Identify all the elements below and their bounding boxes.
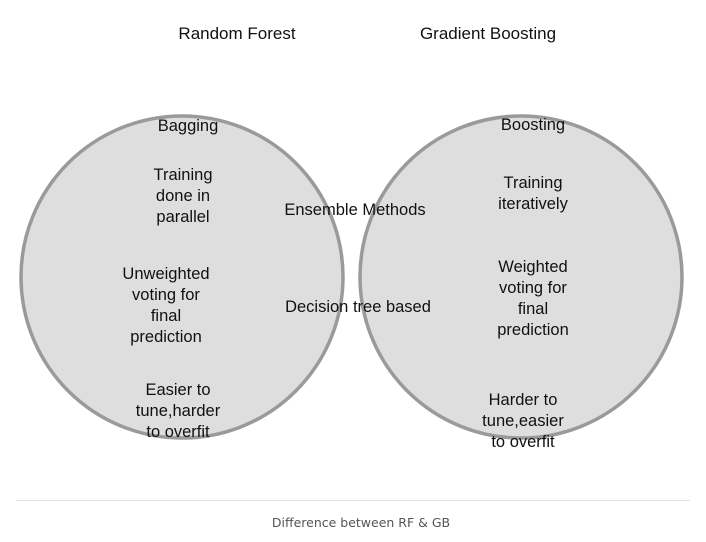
shared-item-ensemble: Ensemble Methods <box>284 201 426 219</box>
left-item-tuning: Easier to tune,harder to overfit <box>135 381 221 441</box>
shared-item-decision-tree: Decision tree based <box>285 298 431 316</box>
left-circle-random-forest <box>19 114 345 440</box>
right-circle-gradient-boosting <box>358 114 684 440</box>
left-item-parallel-training: Training done in parallel <box>153 166 213 226</box>
right-item-iterative-training: Training iteratively <box>498 174 568 213</box>
left-item-bagging: Bagging <box>157 117 219 135</box>
right-set-title: Gradient Boosting <box>419 24 557 43</box>
right-item-weighted-voting: Weighted voting for final prediction <box>497 258 569 339</box>
left-item-unweighted-voting: Unweighted voting for final prediction <box>122 265 210 346</box>
left-set-title: Random Forest <box>178 24 296 43</box>
right-item-boosting: Boosting <box>500 116 566 134</box>
right-item-tuning: Harder to tune,easier to overfit <box>482 391 564 451</box>
figure-caption: Difference between RF & GB <box>271 515 451 530</box>
caption-divider <box>16 500 690 501</box>
